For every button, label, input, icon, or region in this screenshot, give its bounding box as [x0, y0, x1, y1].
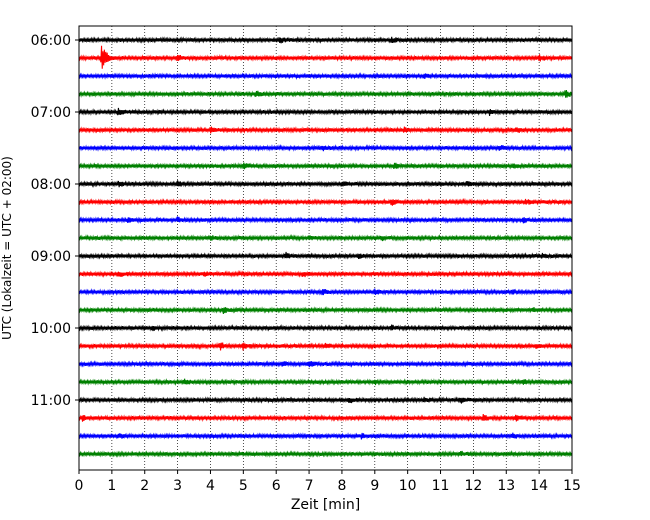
x-tick-label: 10 — [399, 478, 417, 494]
x-axis-title: Zeit [min] — [291, 497, 360, 513]
seismic-traces — [78, 36, 573, 458]
x-tick-label: 15 — [563, 478, 581, 494]
x-tick-label: 2 — [140, 478, 149, 494]
x-tick-label: 5 — [239, 478, 248, 494]
x-tick-label: 11 — [432, 478, 450, 494]
x-tick-label: 14 — [530, 478, 548, 494]
x-tick-label: 9 — [370, 478, 379, 494]
x-tick-label: 0 — [75, 478, 84, 494]
grid-lines — [111, 26, 540, 470]
x-tick-label: 12 — [464, 478, 482, 494]
y-tick-label: 08:00 — [31, 177, 71, 193]
plot-frame — [78, 25, 573, 471]
x-tick-label: 13 — [497, 478, 515, 494]
y-tick-label: 07:00 — [31, 105, 71, 121]
y-tick-label: 11:00 — [31, 393, 71, 409]
y-tick-label: 06:00 — [31, 33, 71, 49]
x-tick-label: 4 — [206, 478, 215, 494]
y-axis-title: UTC (Lokalzeit = UTC + 02:00) — [0, 156, 14, 340]
x-tick-label: 7 — [305, 478, 314, 494]
y-tick-label: 09:00 — [31, 249, 71, 265]
y-tick-label: 10:00 — [31, 321, 71, 337]
x-tick-label: 3 — [173, 478, 182, 494]
x-tick-label: 8 — [337, 478, 346, 494]
x-tick-label: 1 — [107, 478, 116, 494]
x-axis-ticks: 0 1 2 3 4 5 6 7 8 9 10 11 12 13 14 15 — [75, 470, 581, 494]
y-axis-ticks: 06:00 07:00 08:00 09:00 10:00 11:00 — [31, 33, 79, 409]
x-tick-label: 6 — [272, 478, 281, 494]
